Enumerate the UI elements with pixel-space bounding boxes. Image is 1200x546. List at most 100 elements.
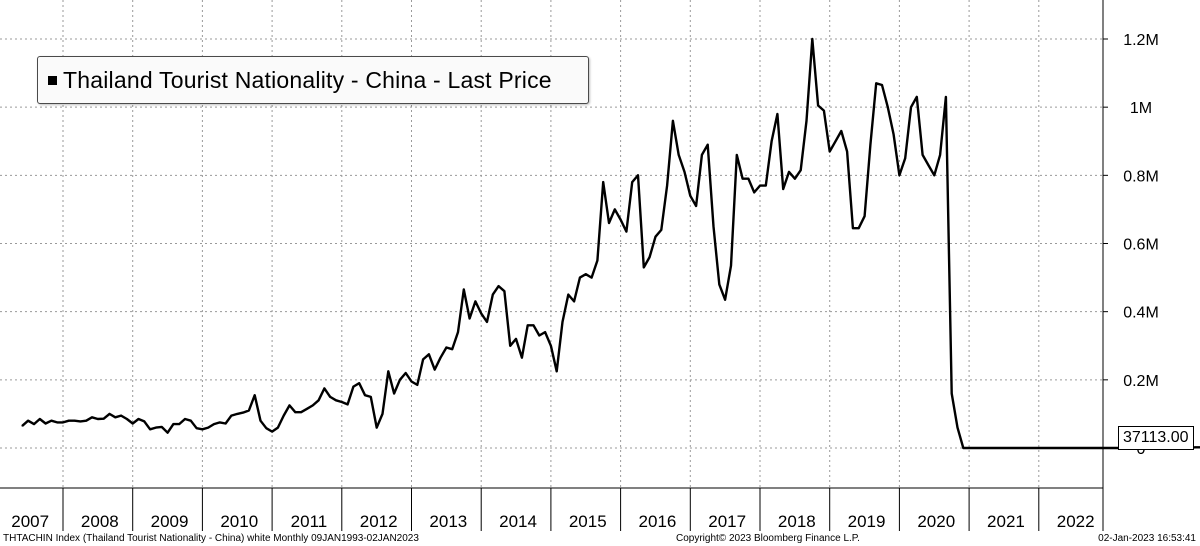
data-point [1078, 447, 1081, 449]
footer-copyright: Copyright© 2023 Bloomberg Finance L.P. [676, 533, 860, 544]
data-point [445, 346, 448, 349]
data-point [991, 447, 994, 449]
data-point [346, 403, 349, 406]
data-point [259, 419, 262, 422]
x-tick-label: 2018 [778, 512, 816, 531]
data-point [126, 418, 128, 420]
data-point [910, 106, 912, 109]
x-tick-label: 2021 [987, 512, 1025, 531]
data-point [892, 133, 895, 136]
data-point [590, 276, 593, 279]
data-point [38, 418, 41, 420]
data-point [573, 300, 575, 303]
legend-label: Thailand Tourist Nationality - China - L… [63, 66, 552, 93]
data-point [666, 184, 668, 187]
data-point [776, 113, 779, 115]
series-layer [21, 37, 1200, 450]
data-point [416, 384, 419, 386]
data-point [1008, 447, 1011, 449]
data-point [625, 230, 628, 233]
data-point [689, 194, 692, 197]
data-point [207, 426, 210, 429]
data-point [846, 150, 848, 153]
data-point [323, 387, 326, 390]
data-point [637, 174, 639, 177]
data-point [79, 420, 82, 423]
data-point [770, 140, 773, 143]
x-tick-label: 2008 [81, 512, 119, 531]
x-tick-label: 2019 [848, 512, 886, 531]
data-point [660, 229, 663, 231]
data-point [1084, 447, 1087, 449]
data-point [91, 416, 93, 419]
data-point [1096, 447, 1098, 449]
data-point [1072, 447, 1075, 449]
data-point [683, 171, 686, 173]
x-tick-label: 2016 [639, 512, 677, 531]
data-point [218, 421, 221, 424]
data-point [282, 414, 285, 417]
data-point [184, 418, 186, 420]
data-point [718, 283, 721, 286]
data-point [294, 411, 297, 414]
data-point [1107, 447, 1110, 449]
data-point [114, 416, 117, 419]
data-point [213, 423, 215, 425]
data-point [642, 266, 645, 269]
x-tick-label: 2011 [291, 512, 328, 531]
data-point [439, 356, 442, 359]
data-point [480, 312, 483, 315]
data-point [189, 419, 192, 422]
data-point [712, 225, 715, 228]
y-tick-label: 1M [1130, 100, 1152, 117]
data-point [1003, 447, 1005, 449]
data-point [509, 344, 512, 347]
y-tick-label: 0.4M [1123, 305, 1159, 322]
data-point [155, 426, 157, 429]
x-tick-label: 2009 [151, 512, 189, 531]
data-point [1066, 447, 1069, 449]
data-point [950, 392, 953, 395]
data-point [265, 427, 268, 430]
data-point [579, 276, 581, 279]
data-point [898, 174, 901, 177]
data-point [945, 96, 947, 98]
data-point [33, 423, 35, 425]
data-point [491, 293, 494, 296]
data-point [300, 411, 302, 414]
data-point [834, 140, 837, 143]
data-point [457, 331, 459, 333]
data-point [555, 370, 558, 373]
x-tick-label: 2017 [708, 512, 746, 531]
data-point [526, 324, 529, 327]
footer: THTACHIN Index (Thailand Tourist Nationa… [0, 531, 1200, 546]
data-point [672, 119, 674, 122]
data-point [747, 177, 750, 180]
data-point [799, 169, 802, 172]
data-point [230, 414, 233, 417]
data-point [428, 353, 430, 356]
data-point [933, 174, 936, 177]
data-point [253, 394, 256, 397]
x-tick-label: 2010 [220, 512, 258, 531]
data-point [817, 104, 819, 107]
data-point [1014, 447, 1017, 449]
data-point [974, 447, 976, 449]
data-point [596, 259, 599, 262]
footer-ticker: THTACHIN Index (Thailand Tourist Nationa… [3, 533, 419, 544]
data-point [160, 426, 163, 428]
data-point [364, 394, 366, 397]
data-point [108, 413, 111, 415]
data-point [764, 184, 767, 187]
data-point [724, 298, 726, 301]
data-point [706, 143, 709, 146]
data-point [863, 215, 866, 218]
data-point [497, 285, 500, 287]
data-point [985, 447, 988, 449]
data-point [335, 399, 337, 402]
data-point [1037, 447, 1040, 449]
data-point [857, 227, 860, 230]
data-point [654, 235, 657, 238]
data-point [782, 188, 785, 190]
